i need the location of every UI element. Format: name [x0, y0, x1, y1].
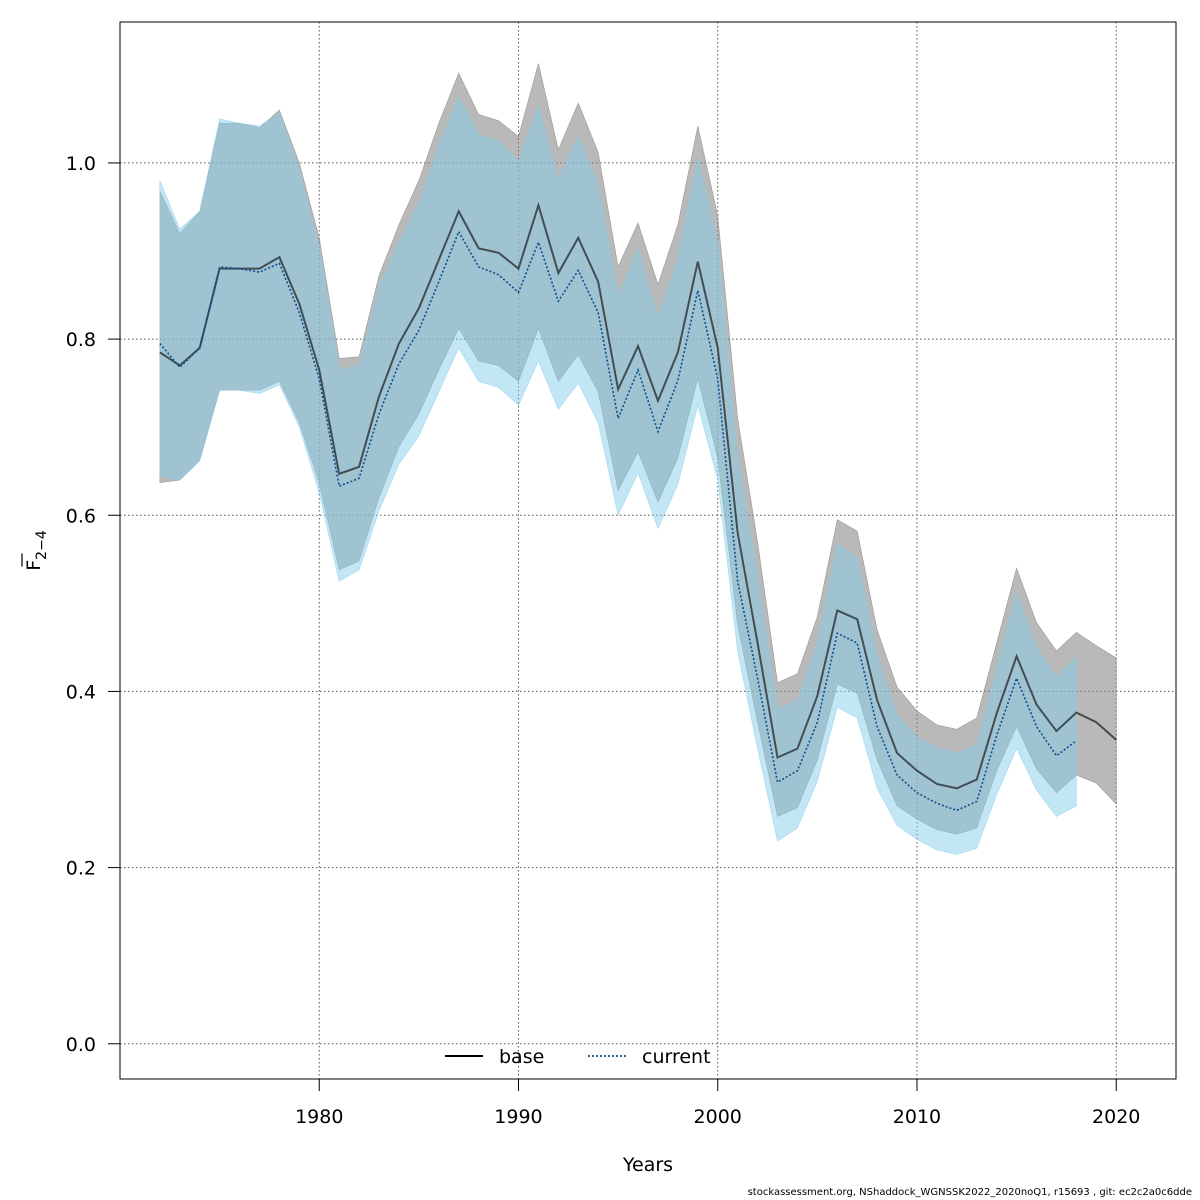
footer-credit: stockassessment.org, NShaddock_WGNSSK202… [747, 1187, 1192, 1198]
x-tick-label: 1980 [295, 1106, 343, 1128]
x-tick-label: 2020 [1092, 1106, 1140, 1128]
legend-label-base: base [499, 1046, 544, 1068]
y-axis-title-main: F [23, 560, 45, 571]
x-tick-label: 2010 [893, 1106, 941, 1128]
y-axis-title-subscript: 2−4 [34, 530, 50, 560]
y-axis: 0.0 0.2 0.4 0.6 0.8 1.0 [66, 153, 121, 1056]
y-tick-label: 0.8 [66, 329, 96, 351]
x-axis-title: Years [622, 1154, 673, 1176]
x-tick-label: 2000 [694, 1106, 742, 1128]
x-axis: 1980 1990 2000 2010 2020 [295, 1078, 1140, 1128]
series-line-base [159, 201, 1117, 790]
legend-label-current: current [642, 1046, 711, 1068]
x-tick-label: 1990 [494, 1106, 542, 1128]
y-tick-label: 0.0 [66, 1034, 96, 1056]
confidence-bands [159, 63, 1117, 855]
y-axis-title: F2−4 [23, 530, 50, 571]
legend: base current [445, 1046, 711, 1068]
series-lines [159, 201, 1117, 812]
y-tick-label: 1.0 [66, 153, 96, 175]
y-tick-label: 0.2 [66, 858, 96, 880]
y-tick-label: 0.6 [66, 505, 96, 527]
y-tick-label: 0.4 [66, 681, 96, 703]
confidence-band-current [159, 96, 1077, 855]
